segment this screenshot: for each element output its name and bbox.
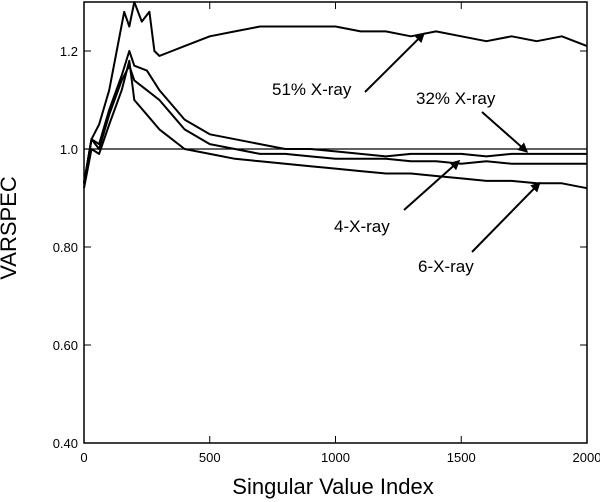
annotation-arrow-3 — [403, 159, 461, 211]
series-line-3 — [83, 64, 587, 184]
series-line-2 — [83, 50, 587, 184]
y-tick-label: 0.40 — [53, 436, 78, 451]
series-line-4 — [83, 59, 588, 190]
y-tick-label: 1.0 — [60, 142, 78, 157]
x-tick-label: 2000 — [573, 450, 600, 465]
y-axis-title: VARSPEC — [0, 176, 21, 280]
y-tick-label: 1.2 — [60, 44, 78, 59]
x-tick-label: 0 — [80, 450, 87, 465]
annotation-arrow-1 — [364, 32, 425, 93]
y-tick-label: 0.60 — [53, 338, 78, 353]
annotation-arrow-2 — [481, 111, 529, 153]
x-axis-title: Singular Value Index — [232, 474, 433, 499]
y-tick-label: 0.80 — [53, 240, 78, 255]
x-tick-label: 1500 — [447, 450, 476, 465]
annotation-label-4: 6-X-ray — [418, 257, 474, 276]
annotation-label-2: 32% X-ray — [416, 89, 496, 108]
annotation-arrow-4 — [471, 181, 541, 253]
series-line-1 — [83, 1, 588, 184]
annotation-label-1: 51% X-ray — [272, 80, 352, 99]
x-tick-label: 500 — [199, 450, 221, 465]
annotation-label-3: 4-X-ray — [334, 217, 390, 236]
x-tick-label: 1000 — [321, 450, 350, 465]
